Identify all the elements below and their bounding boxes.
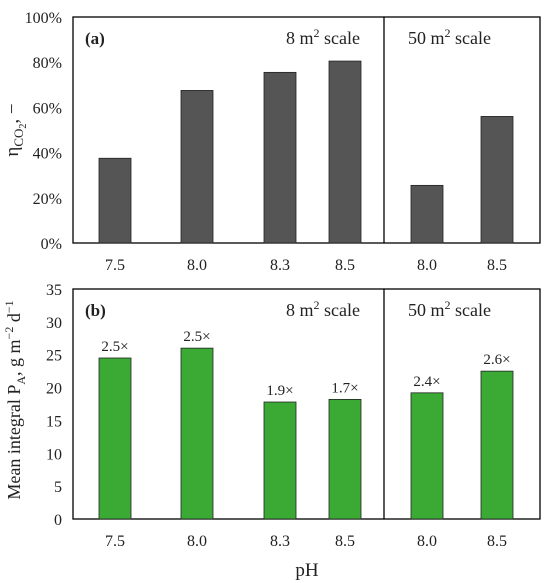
bar-a-0 xyxy=(98,157,132,244)
y-axis-label-sup2: −1 xyxy=(2,300,16,313)
x-tick-label-a-2: 8.3 xyxy=(270,257,290,274)
data-label-b-3: 1.7× xyxy=(331,380,358,396)
bar-a-4 xyxy=(410,184,444,244)
x-tick-label-b-2: 8.3 xyxy=(270,533,290,550)
x-tick-label-a-0: 7.5 xyxy=(105,257,125,274)
y-tick-label-b-4: 20 xyxy=(46,381,62,398)
data-label-b-1: 2.5× xyxy=(183,329,210,345)
y-axis-label-text: Mean integral P xyxy=(4,385,24,500)
bar-a-5 xyxy=(480,116,514,244)
group-label-text: 50 m xyxy=(408,300,445,320)
y-tick-label-b-1: 5 xyxy=(54,479,62,496)
x-axis-label: pH xyxy=(295,560,319,581)
x-tick-label-b-3: 8.5 xyxy=(335,533,355,550)
y-tick-label-b-2: 10 xyxy=(46,446,62,463)
y-tick-label-a-5: 100% xyxy=(25,10,62,27)
x-tick-label-a-3: 8.5 xyxy=(335,257,355,274)
y-axis-label-unit: , g m xyxy=(4,339,24,376)
y-axis-label-sup1: −2 xyxy=(2,327,16,340)
group-label-b-0: 8 m2 scale xyxy=(286,298,360,320)
group-label-a-1: 50 m2 scale xyxy=(408,26,491,48)
y-axis-label-main: η xyxy=(2,147,23,157)
group-label-tail: scale xyxy=(320,28,360,48)
bar-b-4 xyxy=(410,392,444,520)
y-tick-label-a-0: 0% xyxy=(41,236,62,253)
y-tick-label-b-6: 30 xyxy=(46,315,62,332)
panel-b: 0 5 10 15 20 25 30 35 7.5 2.5× 8.0 2.5× 8.3 1.9× 8.5 1.… xyxy=(2,282,514,550)
y-axis-label-unit2: d xyxy=(4,313,24,327)
group-label-text: 50 m xyxy=(408,28,445,48)
group-label-sup: 2 xyxy=(314,298,320,312)
y-axis-label-b: Mean integral PA, g m−2 d−1 xyxy=(2,300,28,499)
panel-b-frame xyxy=(72,288,541,520)
bar-a-3 xyxy=(328,60,362,244)
group-label-text: 8 m xyxy=(286,300,314,320)
y-tick-label-b-3: 15 xyxy=(46,413,62,430)
panel-a: 0% 20% 40% 60% 80% 100% 7.5 8.0 8.3 8.5 8.0 8.5 (a) 8… xyxy=(2,10,514,274)
panel-label-b: (b) xyxy=(85,301,106,320)
x-tick-label-a-4: 8.0 xyxy=(417,257,437,274)
x-tick-label-b-4: 8.0 xyxy=(417,533,437,550)
y-axis-label-tail: , − xyxy=(2,103,23,123)
bar-a-2 xyxy=(263,71,297,244)
group-label-text: 8 m xyxy=(286,28,314,48)
group-label-sup: 2 xyxy=(445,26,451,40)
y-tick-label-a-3: 60% xyxy=(33,100,62,117)
y-tick-label-b-5: 25 xyxy=(46,348,62,365)
y-axis-label-sub: CO xyxy=(11,129,26,147)
group-label-sup: 2 xyxy=(314,26,320,40)
bar-a-1 xyxy=(180,90,214,244)
data-label-b-4: 2.4× xyxy=(413,374,440,390)
y-axis-label-sub: A xyxy=(14,376,28,385)
x-tick-label-b-1: 8.0 xyxy=(187,533,207,550)
data-label-b-5: 2.6× xyxy=(483,352,510,368)
x-tick-label-b-5: 8.5 xyxy=(487,533,507,550)
x-tick-label-a-5: 8.5 xyxy=(487,257,507,274)
bar-b-5 xyxy=(480,370,514,520)
x-tick-label-b-0: 7.5 xyxy=(105,533,125,550)
group-label-a-0: 8 m2 scale xyxy=(286,26,360,48)
y-tick-label-b-0: 0 xyxy=(54,512,62,529)
y-axis-label-a: ηCO2, − xyxy=(2,103,29,156)
bar-b-3 xyxy=(328,398,362,520)
panel-label-a: (a) xyxy=(85,29,105,48)
group-label-sup: 2 xyxy=(445,298,451,312)
data-label-b-0: 2.5× xyxy=(101,339,128,355)
bar-b-2 xyxy=(263,401,297,520)
bar-b-0 xyxy=(98,357,132,520)
bar-b-1 xyxy=(180,347,214,520)
y-tick-label-a-2: 40% xyxy=(33,146,62,163)
group-label-tail: scale xyxy=(320,300,360,320)
y-tick-label-a-4: 80% xyxy=(33,55,62,72)
data-label-b-2: 1.9× xyxy=(266,383,293,399)
group-label-tail: scale xyxy=(451,300,491,320)
group-label-tail: scale xyxy=(451,28,491,48)
y-axis-label-subsub: 2 xyxy=(18,124,29,129)
y-tick-label-a-1: 20% xyxy=(33,191,62,208)
y-tick-label-b-7: 35 xyxy=(46,282,62,299)
group-label-b-1: 50 m2 scale xyxy=(408,298,491,320)
x-tick-label-a-1: 8.0 xyxy=(187,257,207,274)
panel-a-frame xyxy=(72,16,541,244)
